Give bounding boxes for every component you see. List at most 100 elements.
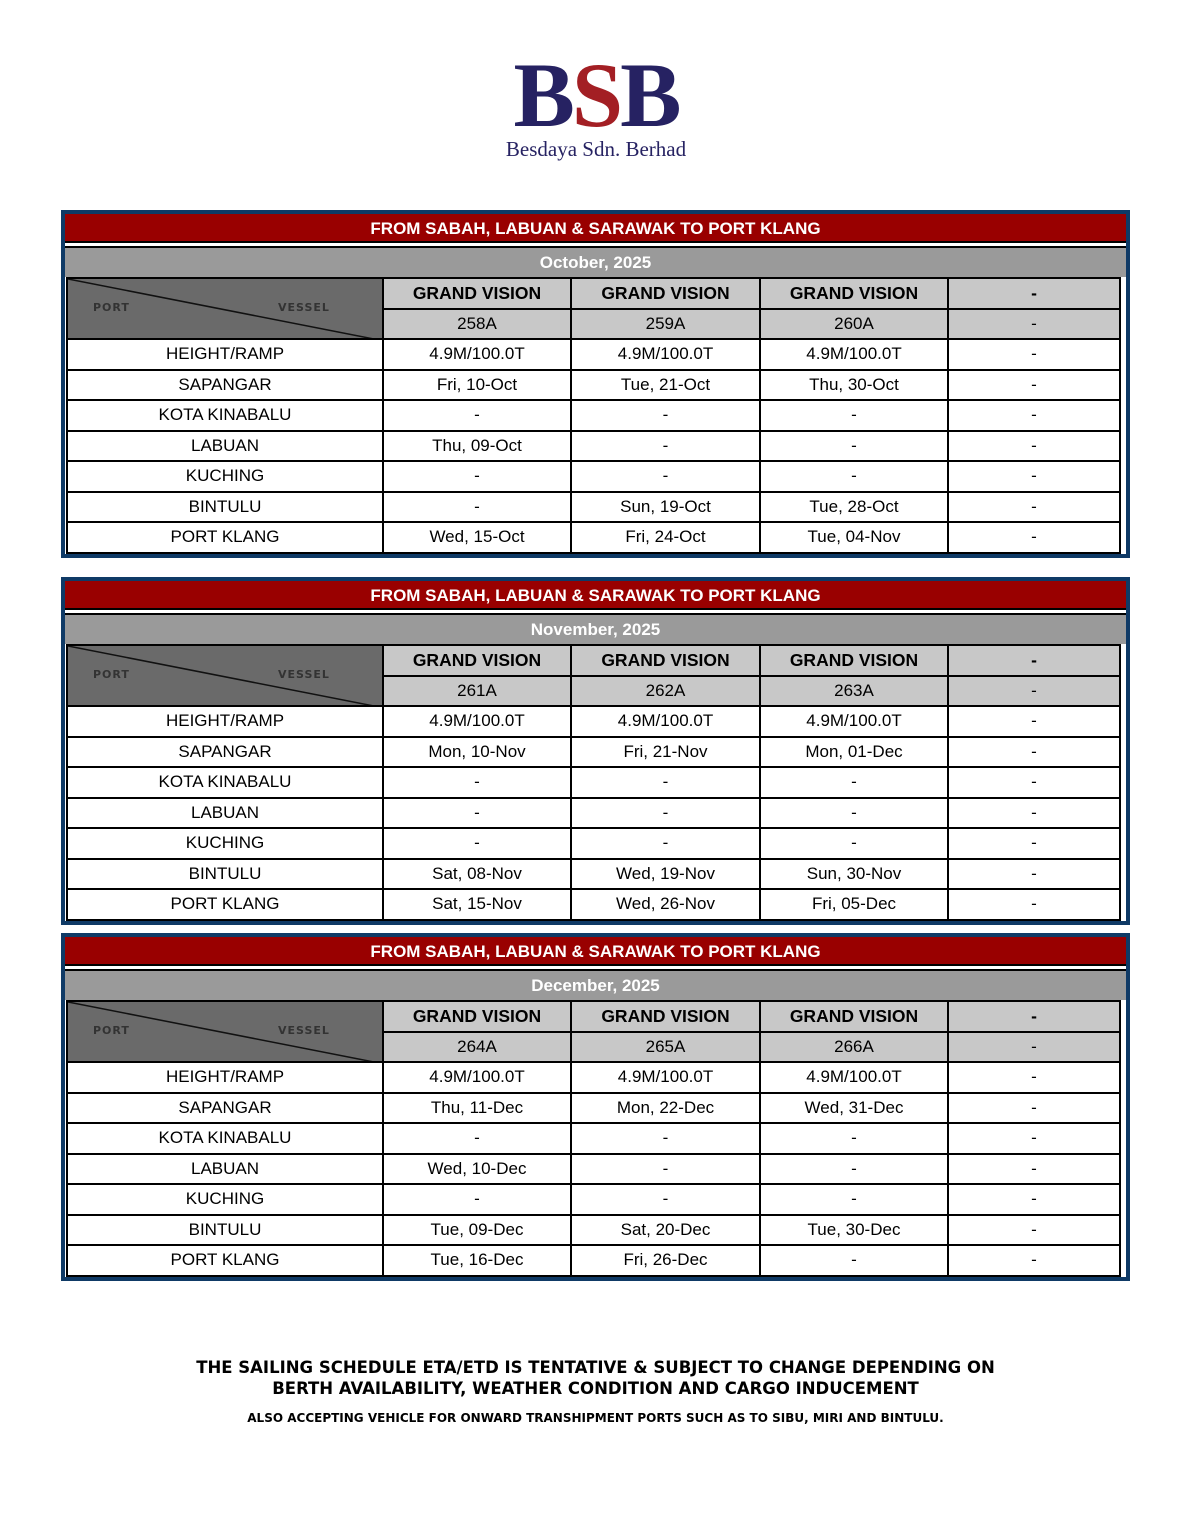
schedule-cell: -: [570, 796, 761, 829]
table-row: LABUAN Wed, 10-Dec - - -: [66, 1152, 1121, 1185]
schedule-cell: Sat, 20-Dec: [570, 1213, 761, 1246]
port-label: PORT: [93, 1024, 130, 1037]
schedule-cell: -: [759, 1152, 949, 1185]
table-row: SAPANGAR Thu, 11-Dec Mon, 22-Dec Wed, 31-De…: [66, 1091, 1121, 1124]
vessel-row: PORT VESSEL GRAND VISION GRAND VISION GRAND …: [66, 277, 1121, 340]
divider: [65, 243, 1126, 248]
table-row: KOTA KINABALU - - - -: [66, 399, 1121, 432]
logo-letter-s: S: [571, 44, 623, 146]
schedule-cell: -: [382, 1122, 572, 1155]
table-row: BINTULU - Sun, 19-Oct Tue, 28-Oct -: [66, 490, 1121, 523]
port-name: HEIGHT/RAMP: [66, 338, 384, 371]
port-name: KUCHING: [66, 1183, 384, 1216]
schedule-cell: -: [570, 766, 761, 799]
schedule-cell: Mon, 01-Dec: [759, 735, 949, 768]
company-logo: BSB Besdaya Sdn. Berhad: [500, 49, 692, 161]
voyage-number: 261A: [382, 674, 572, 707]
table-row: LABUAN Thu, 09-Oct - - -: [66, 429, 1121, 462]
table-row: PORT KLANG Tue, 16-Dec Fri, 26-Dec - -: [66, 1244, 1121, 1277]
vessel-name: GRAND VISION: [570, 277, 761, 310]
voyage-number: 259A: [570, 307, 761, 340]
disclaimer-line-2: BERTH AVAILABILITY, WEATHER CONDITION AN…: [272, 1379, 919, 1398]
schedule-cell: Tue, 09-Dec: [382, 1213, 572, 1246]
diagonal-line: [69, 647, 368, 704]
voyage-number: 263A: [759, 674, 949, 707]
table-row: SAPANGAR Mon, 10-Nov Fri, 21-Nov Mon, 01-De…: [66, 735, 1121, 768]
table-row: SAPANGAR Fri, 10-Oct Tue, 21-Oct Thu, 30-Oc…: [66, 368, 1121, 401]
schedule-cell: -: [947, 1091, 1121, 1124]
port-name: PORT KLANG: [66, 1244, 384, 1277]
diagonal-line: [69, 280, 368, 337]
vessel-name: -: [947, 1000, 1121, 1033]
schedule-cell: Wed, 26-Nov: [570, 888, 761, 921]
table-row: HEIGHT/RAMP 4.9M/100.0T 4.9M/100.0T 4.9M/10…: [66, 338, 1121, 371]
port-name: SAPANGAR: [66, 368, 384, 401]
table-row: KUCHING - - - -: [66, 460, 1121, 493]
vessel-name: GRAND VISION: [382, 277, 572, 310]
schedule-cell: Wed, 15-Oct: [382, 521, 572, 554]
schedule-cell: -: [947, 399, 1121, 432]
disclaimer: THE SAILING SCHEDULE ETA/ETD IS TENTATIV…: [0, 1357, 1191, 1399]
schedule-block: FROM SABAH, LABUAN & SARAWAK TO PORT KLA…: [61, 210, 1130, 558]
vessel-name: GRAND VISION: [570, 644, 761, 677]
port-name: BINTULU: [66, 1213, 384, 1246]
schedule-cell: Sat, 15-Nov: [382, 888, 572, 921]
schedule-month: October, 2025: [65, 248, 1126, 277]
schedule-cell: Wed, 19-Nov: [570, 857, 761, 890]
schedule-cell: 4.9M/100.0T: [570, 338, 761, 371]
schedule-cell: Tue, 30-Dec: [759, 1213, 949, 1246]
schedule-cell: -: [947, 368, 1121, 401]
schedule-cell: 4.9M/100.0T: [382, 1061, 572, 1094]
vessel-name: -: [947, 277, 1121, 310]
diagonal-line: [69, 1003, 368, 1060]
port-label: PORT: [93, 301, 130, 314]
schedule-cell: -: [382, 1183, 572, 1216]
schedule-cell: -: [947, 705, 1121, 738]
schedule-cell: Tue, 28-Oct: [759, 490, 949, 523]
schedule-cell: 4.9M/100.0T: [759, 705, 949, 738]
voyage-number: 266A: [759, 1030, 949, 1063]
schedule-cell: 4.9M/100.0T: [570, 1061, 761, 1094]
schedule-cell: Wed, 10-Dec: [382, 1152, 572, 1185]
schedule-cell: -: [947, 1244, 1121, 1277]
schedule-cell: Fri, 26-Dec: [570, 1244, 761, 1277]
schedule-cell: Thu, 30-Oct: [759, 368, 949, 401]
schedule-cell: -: [570, 827, 761, 860]
vessel-name: GRAND VISION: [382, 1000, 572, 1033]
schedule-cell: Mon, 22-Dec: [570, 1091, 761, 1124]
schedule-cell: 4.9M/100.0T: [382, 705, 572, 738]
port-name: LABUAN: [66, 429, 384, 462]
schedule-cell: 4.9M/100.0T: [570, 705, 761, 738]
schedule-cell: Tue, 16-Dec: [382, 1244, 572, 1277]
schedule-cell: -: [947, 521, 1121, 554]
schedule-cell: -: [759, 399, 949, 432]
port-name: LABUAN: [66, 1152, 384, 1185]
schedule-cell: Tue, 21-Oct: [570, 368, 761, 401]
table-row: BINTULU Sat, 08-Nov Wed, 19-Nov Sun, 30-Nov…: [66, 857, 1121, 890]
schedule-cell: -: [382, 766, 572, 799]
port-name: KOTA KINABALU: [66, 399, 384, 432]
table-row: PORT KLANG Wed, 15-Oct Fri, 24-Oct Tue, 04-…: [66, 521, 1121, 554]
table-row: LABUAN - - - -: [66, 796, 1121, 829]
schedule-cell: Fri, 10-Oct: [382, 368, 572, 401]
divider: [65, 966, 1126, 971]
disclaimer-line-1: THE SAILING SCHEDULE ETA/ETD IS TENTATIV…: [196, 1358, 995, 1377]
table-row: KOTA KINABALU - - - -: [66, 1122, 1121, 1155]
table-row: KUCHING - - - -: [66, 1183, 1121, 1216]
vessel-label: VESSEL: [278, 301, 330, 314]
schedule-month: November, 2025: [65, 615, 1126, 644]
schedule-cell: -: [570, 1122, 761, 1155]
port-name: SAPANGAR: [66, 1091, 384, 1124]
voyage-row: 258A 259A 260A -: [67, 307, 1121, 340]
logo-letter-b: B: [513, 44, 575, 146]
vessel-name: GRAND VISION: [382, 644, 572, 677]
table-row: KOTA KINABALU - - - -: [66, 766, 1121, 799]
port-name: HEIGHT/RAMP: [66, 705, 384, 738]
port-name: PORT KLANG: [66, 521, 384, 554]
port-name: BINTULU: [66, 490, 384, 523]
table-row: KUCHING - - - -: [66, 827, 1121, 860]
port-vessel-header: PORT VESSEL: [66, 644, 384, 707]
schedule-cell: Sun, 30-Nov: [759, 857, 949, 890]
port-name: KUCHING: [66, 460, 384, 493]
schedule-cell: -: [947, 1152, 1121, 1185]
